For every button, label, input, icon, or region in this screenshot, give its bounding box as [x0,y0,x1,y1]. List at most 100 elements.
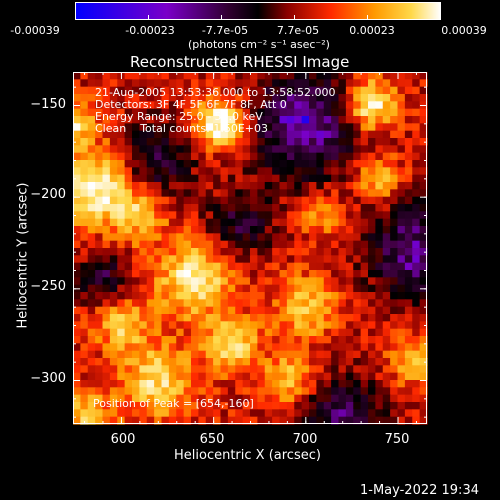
heatmap-cell [404,328,413,337]
heatmap-cell [397,145,406,154]
heatmap-cell [242,101,251,110]
heatmap-cell [272,262,281,271]
heatmap-cell [286,226,295,234]
heatmap-cell [176,262,185,271]
heatmap-cell [124,94,133,102]
heatmap-cell [272,409,281,418]
heatmap-cell [279,365,288,374]
heatmap-cell [124,336,133,344]
heatmap-cell [382,372,391,381]
heatmap-cell [272,292,281,300]
heatmap-cell [375,182,384,190]
heatmap-cell [87,350,96,359]
heatmap-cell [375,211,384,220]
heatmap-cell [279,262,288,271]
heatmap-cell [220,387,229,396]
heatmap-cell [168,394,177,403]
heatmap-cell [220,130,229,139]
heatmap-cell [338,277,347,286]
heatmap-cell [161,328,170,337]
heatmap-cell [205,299,214,308]
heatmap-cell [161,218,170,227]
heatmap-cell [198,182,207,190]
heatmap-cell [338,358,347,366]
heatmap-cell [124,138,133,146]
heatmap-cell [80,138,89,146]
heatmap-cell [419,226,428,234]
heatmap-cell [264,343,273,352]
heatmap-cell [323,277,332,286]
heatmap-cell [338,167,347,176]
heatmap-cell [279,167,288,176]
heatmap-cell [316,160,325,168]
heatmap-cell [250,328,258,337]
heatmap-cell [390,211,399,220]
heatmap-cell [220,284,229,293]
heatmap-cell [176,306,185,315]
heatmap-cell [102,358,111,366]
heatmap-cell [176,299,185,308]
heatmap-cell [80,240,89,249]
heatmap-cell [220,211,229,220]
heatmap-cell [301,284,310,293]
heatmap-cell [419,123,428,132]
heatmap-cell [198,123,207,132]
heatmap-cell [227,211,236,220]
heatmap-cell [264,86,273,95]
heatmap-cell [419,196,428,205]
heatmap-cell [397,343,406,352]
heatmap-cell [279,86,288,95]
heatmap-cell [191,86,199,95]
heatmap-cell [345,174,354,183]
heatmap-cell [404,409,413,418]
heatmap-cell [191,299,199,308]
heatmap-cell [235,160,244,168]
detectors-annotation: Detectors: 3F 4F 5F 6F 7F 8F, Att 0 [95,98,287,111]
heatmap-cell [323,196,332,205]
heatmap-cell [419,350,428,359]
heatmap-cell [191,314,199,322]
heatmap-cell [109,284,118,293]
heatmap-cell [124,248,133,256]
heatmap-cell [227,292,236,300]
heatmap-cell [227,387,236,396]
heatmap-cell [73,372,81,381]
heatmap-cell [227,380,236,388]
heatmap-cell [191,152,199,161]
heatmap-cell [213,292,222,300]
heatmap-cell [301,255,310,264]
heatmap-cell [168,336,177,344]
heatmap-cell [412,270,421,278]
heatmap-cell [412,372,421,381]
heatmap-cell [139,86,148,95]
heatmap-cell [109,94,118,102]
heatmap-cell [353,240,362,249]
heatmap-cell [154,387,163,396]
heatmap-cell [117,123,126,132]
heatmap-cell [338,321,347,330]
heatmap-cell [360,167,369,176]
heatmap-cell [250,182,258,190]
heatmap-cell [397,277,406,286]
heatmap-cell [235,321,244,330]
heatmap-cell [345,387,354,396]
heatmap-cell [117,130,126,139]
heatmap-cell [294,328,303,337]
heatmap-cell [220,167,229,176]
heatmap-cell [257,108,266,117]
heatmap-cell [331,336,340,344]
heatmap-cell [309,101,317,110]
heatmap-cell [286,72,295,80]
heatmap-cell [161,270,170,278]
heatmap-cell [264,182,273,190]
heatmap-cell [87,218,96,227]
heatmap-cell [272,248,281,256]
heatmap-cell [390,167,399,176]
heatmap-cell [272,145,281,154]
heatmap-cell [220,336,229,344]
heatmap-cell [375,328,384,337]
heatmap-cell [117,387,126,396]
heatmap-cell [191,160,199,168]
heatmap-cell [220,138,229,146]
heatmap-cell [257,255,266,264]
